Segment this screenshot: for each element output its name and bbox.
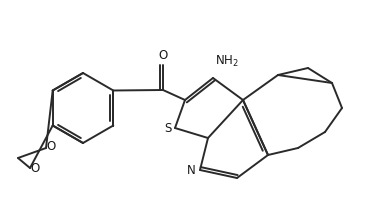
Text: NH$_2$: NH$_2$: [215, 54, 239, 69]
Text: O: O: [30, 163, 40, 175]
Text: O: O: [46, 141, 56, 153]
Text: N: N: [187, 164, 196, 177]
Text: S: S: [164, 122, 172, 134]
Text: O: O: [158, 49, 168, 62]
